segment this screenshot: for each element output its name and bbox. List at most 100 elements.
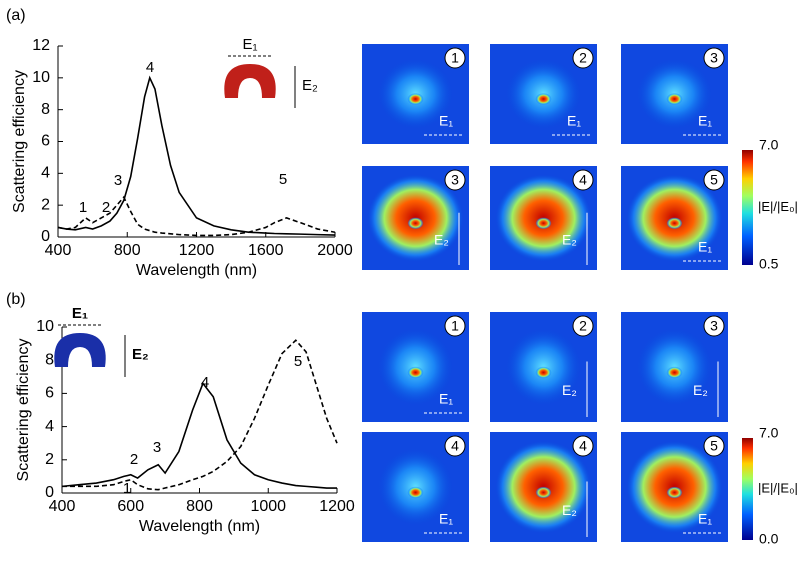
y-tick-label: 12 [32, 37, 50, 54]
data-line [57, 75, 336, 236]
field-hotspot [666, 486, 683, 499]
y-tick-label: 2 [45, 451, 54, 468]
mode-badge [703, 435, 725, 457]
field-hotspot [666, 366, 683, 379]
panel-label: (b) [6, 291, 26, 308]
mode-badge [444, 169, 466, 191]
field-hotspot [666, 217, 683, 230]
mode-number: 4 [579, 438, 587, 454]
mode-badge [572, 315, 594, 337]
peak-label: 2 [130, 451, 138, 468]
peak-label: 1 [79, 199, 87, 216]
y-tick-label: 4 [45, 418, 54, 435]
x-axis-label: Wavelength (nm) [136, 262, 257, 279]
y-tick-label: 0 [45, 484, 54, 501]
panel-label: (a) [6, 7, 26, 24]
mode-number: 1 [451, 318, 459, 334]
mode-badge [444, 435, 466, 457]
mode-badge [703, 169, 725, 191]
peak-label: 4 [201, 374, 209, 391]
y-tick-label: 2 [41, 196, 50, 213]
y-axis-label: Scattering efficiency [11, 70, 28, 213]
mode-number: 4 [579, 172, 587, 188]
field-hotspot [535, 93, 552, 105]
colorbar-max: 7.0 [759, 425, 779, 441]
field-label: E₁ [439, 113, 453, 129]
field-label: E₂ [693, 382, 708, 398]
field-hotspot [407, 217, 424, 230]
field-map: 4 E₁ [362, 432, 469, 542]
field-label: E₁ [439, 511, 453, 527]
field-hotspot [535, 217, 552, 230]
peak-label: 3 [153, 439, 161, 456]
field-map: 5 E₁ [621, 432, 728, 542]
mode-number: 5 [710, 172, 718, 188]
x-tick-label: 1000 [250, 498, 286, 515]
mode-number: 3 [451, 172, 459, 188]
field-label: E₁ [567, 113, 581, 129]
colorbar [742, 438, 753, 540]
y-tick-label: 10 [32, 69, 50, 86]
x-axis-label: Wavelength (nm) [139, 518, 260, 535]
inset: E₁ E₂ [224, 36, 318, 108]
x-tick-label: 1200 [319, 498, 355, 515]
data-line [62, 339, 338, 491]
mode-number: 3 [710, 318, 718, 334]
field-hotspot [407, 93, 424, 105]
field-hotspot [535, 486, 552, 499]
x-tick-label: 600 [117, 498, 144, 515]
mode-number: 3 [710, 50, 718, 66]
field-hotspot [666, 93, 683, 105]
peak-label: 1 [123, 480, 131, 497]
field-hotspot [535, 366, 552, 379]
inset: E₁ E₂ [54, 305, 149, 377]
x-tick-label: 400 [49, 498, 76, 515]
y-tick-label: 0 [41, 228, 50, 245]
x-tick-label: 1600 [248, 242, 284, 259]
mode-number: 5 [710, 438, 718, 454]
peak-label: 3 [114, 172, 122, 189]
x-tick-label: 400 [45, 242, 72, 259]
data-line [57, 195, 336, 237]
inset-e1: E₁ [72, 305, 88, 322]
mode-badge [572, 47, 594, 69]
field-label: E₂ [562, 382, 577, 398]
field-map: 1 E₁ [362, 312, 469, 422]
inset-e1: E₁ [242, 36, 257, 53]
mode-number: 2 [579, 50, 587, 66]
colorbar-label: |E|/|E₀| [758, 199, 798, 214]
particle-shape [224, 64, 276, 98]
field-label: E₁ [698, 239, 712, 255]
field-map: 3 E₂ [362, 166, 469, 270]
particle-shape [54, 333, 106, 367]
data-line [61, 381, 337, 489]
peak-label: 2 [102, 199, 110, 216]
y-tick-label: 8 [45, 351, 54, 368]
field-label: E₁ [439, 391, 453, 407]
field-map: 2 E₂ [490, 312, 597, 422]
field-label: E₂ [562, 502, 577, 518]
field-map: 1 E₁ [362, 44, 469, 144]
inset-e2: E₂ [302, 77, 318, 94]
field-hotspot [407, 366, 424, 379]
mode-badge [703, 315, 725, 337]
y-tick-label: 4 [41, 165, 50, 182]
y-tick-label: 10 [36, 318, 54, 335]
y-tick-label: 6 [41, 133, 50, 150]
mode-number: 2 [579, 318, 587, 334]
mode-badge [703, 47, 725, 69]
field-map: 4 E₂ [490, 432, 597, 542]
field-map: 3 E₁ [621, 44, 728, 144]
colorbar-max: 7.0 [759, 137, 779, 153]
inset-e2: E₂ [132, 346, 149, 363]
colorbar-min: 0.5 [759, 256, 779, 272]
y-tick-label: 6 [45, 385, 54, 402]
field-map: 5 E₁ [621, 166, 728, 270]
mode-number: 4 [451, 438, 459, 454]
field-label: E₁ [698, 113, 712, 129]
mode-badge [444, 315, 466, 337]
x-tick-label: 800 [186, 498, 213, 515]
mode-badge [444, 47, 466, 69]
mode-badge [572, 435, 594, 457]
